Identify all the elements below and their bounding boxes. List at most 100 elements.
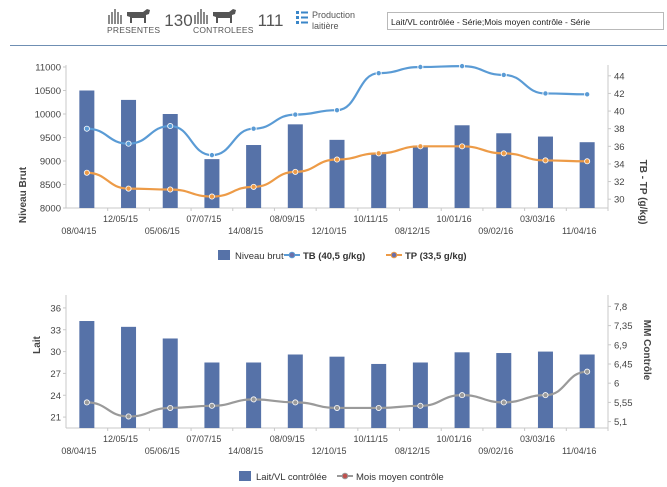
y-tick-label-left: 9500 <box>40 133 61 144</box>
y-tick-label-left: 11000 <box>35 63 61 74</box>
bar <box>246 362 262 428</box>
controlees-value: 111 <box>257 11 284 30</box>
legend-swatch-marker <box>390 251 398 259</box>
line-point <box>83 169 90 176</box>
x-tick-label: 05/06/15 <box>145 446 180 456</box>
legend-label: Lait/VL contrôlée <box>256 472 327 483</box>
y-tick-label-right: 30 <box>614 195 625 206</box>
bar <box>121 326 137 428</box>
x-tick-label: 10/11/15 <box>354 214 388 224</box>
line-point <box>83 125 90 132</box>
presentes-value: 130 <box>164 11 193 30</box>
bar <box>287 124 303 208</box>
line-point <box>459 143 466 150</box>
line-point <box>500 150 507 157</box>
y-tick-label-right: 32 <box>614 177 625 188</box>
production-laitiere-button[interactable]: Production laitière <box>296 10 355 32</box>
line-point <box>584 368 591 375</box>
y-tick-label-left: 36 <box>50 303 61 314</box>
bar <box>371 153 387 208</box>
bar <box>79 90 95 208</box>
x-tick-label: 07/07/15 <box>186 434 221 444</box>
bar <box>162 338 178 428</box>
bar <box>454 352 470 428</box>
line-point <box>417 402 424 409</box>
x-tick-label: 08/12/15 <box>395 446 430 456</box>
production-label-line2: laitière <box>312 21 339 31</box>
line-point <box>333 107 340 114</box>
y-tick-label-right: 40 <box>614 107 625 118</box>
y-tick-label-right: 34 <box>614 159 625 170</box>
chart1-legend: Niveau brut TB (40,5 g/kg) TP (33,5 g/kg) <box>218 250 467 262</box>
line-point <box>292 168 299 175</box>
x-tick-label: 09/02/16 <box>478 226 513 236</box>
bar <box>371 363 387 428</box>
line-point <box>125 185 132 192</box>
x-tick-label: 10/01/16 <box>437 434 472 444</box>
bar <box>496 133 512 208</box>
bar <box>537 136 553 208</box>
x-tick-label: 03/03/16 <box>520 214 555 224</box>
y-tick-label-right: 7,8 <box>614 302 627 313</box>
line-point <box>250 125 257 132</box>
line-point <box>167 123 174 130</box>
x-tick-label: 08/04/15 <box>61 446 96 456</box>
list-icon <box>296 11 308 24</box>
y-tick-label-left: 21 <box>50 413 61 424</box>
line-point <box>125 140 132 147</box>
presentes-label: PRESENTES <box>107 25 161 35</box>
legend-swatch-marker <box>288 251 296 259</box>
x-tick-label: 07/07/15 <box>186 214 221 224</box>
line-point <box>208 152 215 159</box>
legend-label: Niveau brut <box>235 251 284 262</box>
y-tick-label-right: 44 <box>614 71 625 82</box>
y-tick-label-left: 24 <box>50 391 61 402</box>
y-tick-label-left: 30 <box>50 347 61 358</box>
herd-icon <box>194 9 236 24</box>
x-tick-label: 12/05/15 <box>103 214 138 224</box>
line-point <box>375 70 382 77</box>
header-bar: PRESENTES 130 CONTROLEES 111 <box>0 0 667 46</box>
line-point <box>542 90 549 97</box>
bar <box>579 142 595 208</box>
x-tick-label: 14/08/15 <box>228 446 263 456</box>
legend-swatch-marker <box>341 472 349 480</box>
stat-controlees: CONTROLEES 111 <box>193 6 283 35</box>
chart2-y2label: MM Contrôle <box>641 320 652 381</box>
bar <box>79 321 95 428</box>
line-point <box>208 402 215 409</box>
line-point <box>584 91 591 98</box>
x-tick-label: 10/11/15 <box>354 434 388 444</box>
chart-lait: Lait MM Contrôle Lait/VL contrôlée Mois m… <box>32 295 652 483</box>
chart1-ylabel: Niveau Brut <box>18 166 29 223</box>
bar <box>204 159 220 208</box>
y-tick-label-right: 38 <box>614 124 625 135</box>
line-point <box>125 413 132 420</box>
chart2-legend: Lait/VL contrôlée Mois moyen contrôle <box>239 471 444 483</box>
x-tick-label: 12/05/15 <box>103 434 138 444</box>
bar <box>454 125 470 208</box>
series-select[interactable]: Lait/VL contrôlée - Série;Mois moyen con… <box>387 12 664 30</box>
line-point <box>83 399 90 406</box>
y-tick-label-left: 27 <box>50 369 61 380</box>
x-tick-label: 08/09/15 <box>270 214 305 224</box>
x-tick-label: 10/01/16 <box>437 214 472 224</box>
line-point <box>500 71 507 78</box>
bar <box>121 99 137 208</box>
bar <box>412 362 428 428</box>
line-point <box>459 392 466 399</box>
bar <box>246 145 262 208</box>
header-divider <box>10 45 667 46</box>
x-tick-label: 09/02/16 <box>478 446 513 456</box>
line-point <box>375 150 382 157</box>
chart1-y2label: TB - TP (g/kg) <box>637 160 648 225</box>
y-tick-label-left: 8000 <box>40 204 61 215</box>
chart-niveau-brut: Niveau Brut TB - TP (g/kg) Niveau brut TB… <box>18 63 648 263</box>
x-tick-label: 08/09/15 <box>270 434 305 444</box>
bar <box>204 362 220 428</box>
x-tick-label: 11/04/16 <box>562 226 596 236</box>
line-point <box>584 158 591 165</box>
y-tick-label-left: 10000 <box>35 110 61 121</box>
bar <box>162 114 178 208</box>
y-tick-label-left: 8500 <box>40 180 61 191</box>
